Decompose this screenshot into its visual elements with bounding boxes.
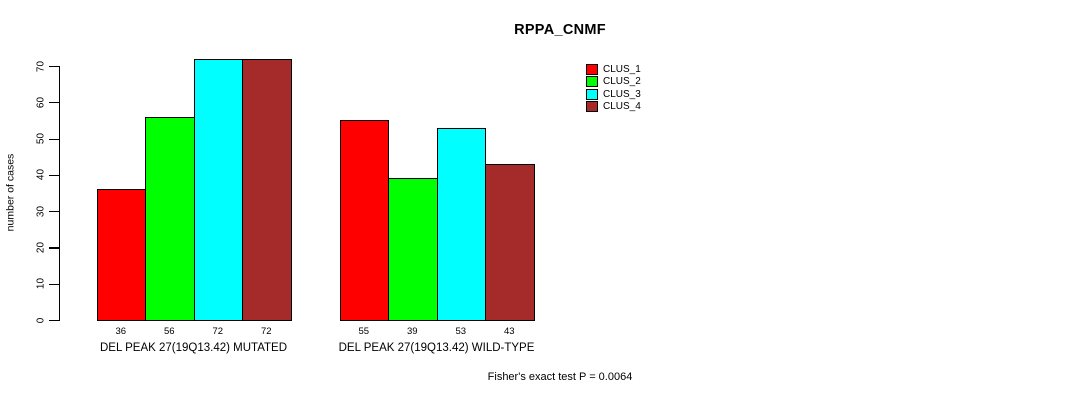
bar-value-label: 56 xyxy=(163,326,175,337)
fisher-test-annotation: Fisher's exact test P = 0.0064 xyxy=(487,371,633,383)
y-tick-label: 50 xyxy=(35,133,47,145)
legend-label: CLUS_3 xyxy=(603,88,641,100)
legend-label: CLUS_1 xyxy=(603,63,641,75)
bar-value-label: 55 xyxy=(358,326,370,337)
legend: CLUS_1 CLUS_2 CLUS_3 CLUS_4 xyxy=(586,63,641,113)
y-tick xyxy=(48,283,59,285)
bar-value-label: 36 xyxy=(115,326,127,337)
y-tick-label: 40 xyxy=(35,169,47,181)
legend-item-clus_4: CLUS_4 xyxy=(586,101,641,114)
bar-clus_4-group1 xyxy=(242,58,292,321)
category-label: DEL PEAK 27(19Q13.42) WILD-TYPE xyxy=(338,342,535,354)
bar-clus_1-group1 xyxy=(96,189,146,321)
y-tick-label: 10 xyxy=(35,278,47,290)
y-tick xyxy=(48,138,59,140)
bar-clus_2-group2 xyxy=(388,178,438,321)
bar-clus_3-group2 xyxy=(436,127,486,321)
plot-area: 0 10 20 30 40 50 60 70 36 56 72 72 DEL PEAK 27(19Q13… xyxy=(35,58,535,354)
legend-label: CLUS_2 xyxy=(603,76,641,88)
bar-clus_3-group1 xyxy=(193,58,243,321)
bar-clus_2-group1 xyxy=(145,116,195,321)
y-tick-label: 0 xyxy=(35,317,47,323)
legend-item-clus_1: CLUS_1 xyxy=(586,63,641,76)
y-tick-label: 60 xyxy=(35,96,47,108)
bar-value-label: 39 xyxy=(406,326,418,337)
y-tick xyxy=(48,247,59,249)
y-tick xyxy=(48,66,59,68)
bar-value-label: 72 xyxy=(260,326,272,337)
legend-swatch-icon xyxy=(586,76,598,88)
chart-title: RPPA_CNMF xyxy=(514,22,606,38)
bar-clus_4-group2 xyxy=(485,163,535,321)
y-tick-label: 70 xyxy=(35,60,47,72)
category-label: DEL PEAK 27(19Q13.42) MUTATED xyxy=(99,342,288,354)
legend-item-clus_2: CLUS_2 xyxy=(586,76,641,89)
legend-swatch-icon xyxy=(586,63,598,75)
y-axis-line xyxy=(58,65,60,321)
y-tick xyxy=(48,102,59,104)
bar-value-label: 53 xyxy=(455,326,467,337)
legend-item-clus_3: CLUS_3 xyxy=(586,88,641,101)
y-tick-label: 20 xyxy=(35,241,47,253)
y-tick xyxy=(48,211,59,213)
legend-swatch-icon xyxy=(586,101,598,113)
legend-label: CLUS_4 xyxy=(603,101,641,113)
y-tick-label: 30 xyxy=(35,205,47,217)
y-tick xyxy=(48,320,59,322)
bar-clus_1-group2 xyxy=(339,120,389,321)
bar-value-label: 72 xyxy=(212,326,224,337)
bar-value-label: 43 xyxy=(503,326,515,337)
legend-swatch-icon xyxy=(586,88,598,100)
y-tick xyxy=(48,174,59,177)
